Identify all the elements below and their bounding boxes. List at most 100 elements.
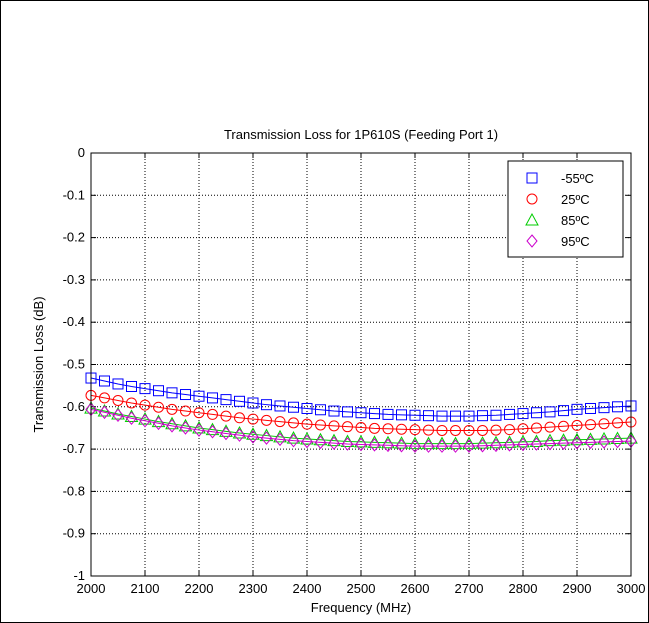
data-point xyxy=(382,438,394,453)
data-point xyxy=(274,416,286,428)
data-point xyxy=(193,390,205,402)
data-point xyxy=(544,421,556,433)
data-point xyxy=(301,434,313,449)
data-point xyxy=(477,424,488,436)
data-point xyxy=(530,437,543,451)
data-point xyxy=(436,424,448,436)
data-point xyxy=(571,435,583,450)
x-tick-label: 2800 xyxy=(509,581,538,596)
data-point xyxy=(234,395,245,407)
data-point xyxy=(436,410,448,422)
data-point xyxy=(450,410,461,422)
data-point xyxy=(423,410,434,422)
x-tick-label: 2500 xyxy=(347,581,376,596)
data-point xyxy=(395,438,408,453)
data-point xyxy=(153,385,164,397)
legend-marker xyxy=(526,193,538,205)
data-point xyxy=(490,438,502,453)
x-tick-label: 3000 xyxy=(617,581,646,596)
data-point xyxy=(261,414,272,426)
data-point xyxy=(571,419,583,431)
x-tick-label: 2000 xyxy=(77,581,106,596)
data-point xyxy=(558,405,569,417)
data-point xyxy=(112,394,124,406)
data-point xyxy=(409,439,421,453)
y-tick-label: -0.9 xyxy=(63,526,85,541)
data-point xyxy=(598,435,610,449)
legend-label: 25ºC xyxy=(561,192,590,207)
data-point xyxy=(463,410,475,422)
data-point xyxy=(382,408,394,420)
data-point xyxy=(139,383,151,395)
legend-label: -55ºC xyxy=(561,171,594,186)
x-tick-label: 2300 xyxy=(239,581,268,596)
grid xyxy=(91,153,631,576)
data-point xyxy=(436,439,448,453)
data-point xyxy=(112,378,124,390)
x-tick-label: 2200 xyxy=(185,581,214,596)
series-layer xyxy=(84,372,638,453)
data-point xyxy=(355,422,367,434)
data-point xyxy=(301,418,313,430)
legend-label: 95ºC xyxy=(561,234,590,249)
data-point xyxy=(166,419,178,433)
data-point xyxy=(328,436,340,450)
y-tick-label: -1 xyxy=(73,568,85,583)
data-point xyxy=(301,402,313,414)
y-tick-label: -0.1 xyxy=(63,187,85,202)
series-2 xyxy=(85,389,637,436)
data-point xyxy=(503,438,516,452)
data-point xyxy=(342,406,353,418)
y-tick-label: -0.3 xyxy=(63,272,85,287)
data-point xyxy=(355,407,367,419)
data-point xyxy=(180,389,191,401)
data-point xyxy=(274,400,286,412)
series-line xyxy=(90,377,632,417)
data-point xyxy=(180,405,191,417)
data-point xyxy=(476,438,489,453)
data-point xyxy=(247,413,259,425)
data-point xyxy=(490,424,502,436)
y-tick-label: -0.5 xyxy=(63,357,85,372)
y-tick-label: -0.7 xyxy=(63,441,85,456)
x-tick-label: 2900 xyxy=(563,581,592,596)
data-point xyxy=(557,436,570,450)
data-point xyxy=(531,422,542,434)
data-point xyxy=(99,375,110,387)
chart-title: Transmission Loss for 1P610S (Feeding Po… xyxy=(224,127,498,142)
data-point xyxy=(612,401,623,413)
data-point xyxy=(517,423,529,435)
data-point xyxy=(422,439,435,453)
data-point xyxy=(423,424,434,436)
y-axis-label: Transmission Loss (dB) xyxy=(31,296,46,432)
data-point xyxy=(126,397,137,409)
data-point xyxy=(544,436,556,451)
data-point xyxy=(247,397,259,409)
data-point xyxy=(139,399,151,411)
data-point xyxy=(583,432,598,445)
data-point xyxy=(112,408,124,423)
data-point xyxy=(571,403,583,415)
plot-area xyxy=(90,152,632,577)
data-point xyxy=(531,407,542,419)
y-tick-label: 0 xyxy=(78,145,85,160)
y-tick-label: -0.4 xyxy=(63,314,85,329)
data-point xyxy=(396,423,407,435)
data-point xyxy=(166,387,178,399)
series-line xyxy=(90,407,632,445)
data-point xyxy=(261,399,272,411)
data-point xyxy=(179,421,192,435)
data-point xyxy=(207,392,218,404)
data-point xyxy=(233,428,246,442)
legend-marker xyxy=(526,234,538,248)
y-tick-label: -0.6 xyxy=(63,399,85,414)
data-point xyxy=(382,423,394,435)
data-point xyxy=(99,392,110,404)
data-point xyxy=(153,401,164,413)
data-point xyxy=(450,424,461,436)
data-point xyxy=(396,409,407,421)
x-tick-label: 2700 xyxy=(455,581,484,596)
data-point xyxy=(166,403,178,415)
